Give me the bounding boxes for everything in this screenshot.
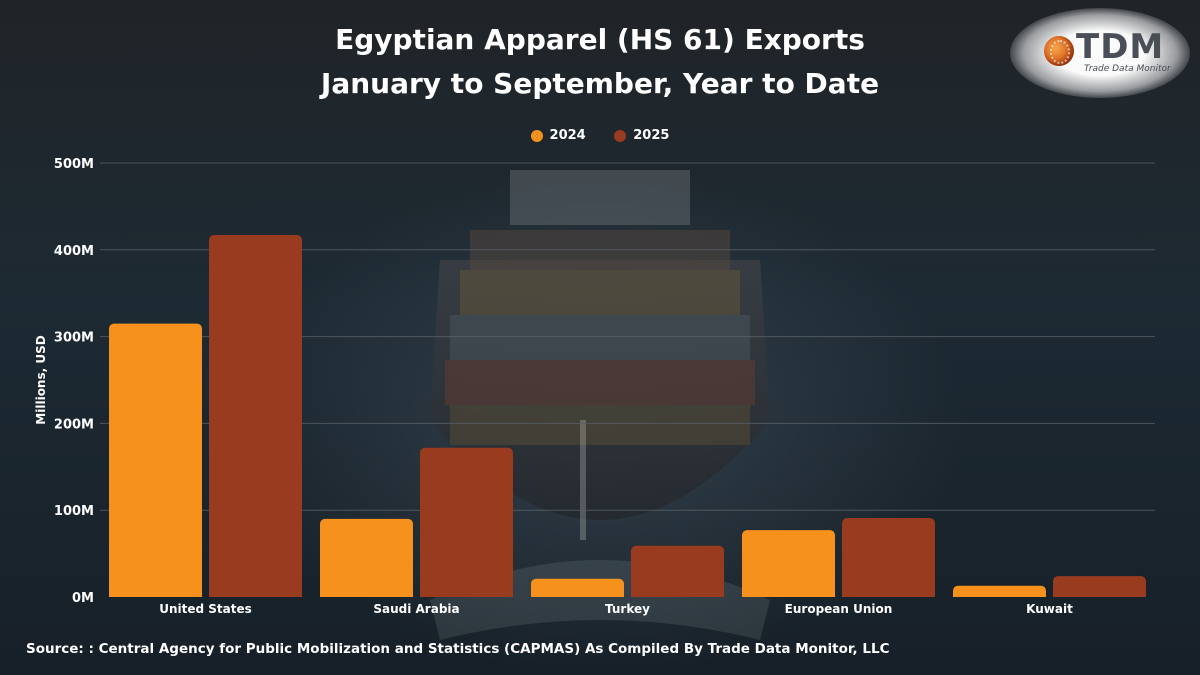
bar-base-2025-european-union bbox=[842, 592, 935, 597]
bar-base-2025-turkey bbox=[631, 592, 724, 597]
bar-base-2024-turkey bbox=[531, 592, 624, 597]
x-tick-label: European Union bbox=[785, 602, 893, 616]
bar-base-2025-kuwait bbox=[1053, 592, 1146, 597]
x-tick-label: United States bbox=[159, 602, 252, 616]
bar-2025-united-states bbox=[209, 235, 302, 597]
bar-2025-european-union bbox=[842, 518, 935, 597]
bar-2025-kuwait bbox=[1053, 576, 1146, 597]
legend-label-2025: 2025 bbox=[633, 128, 670, 143]
legend-label-2024: 2024 bbox=[549, 128, 586, 143]
y-tick-label: 100M bbox=[54, 504, 94, 519]
y-tick-label: 500M bbox=[54, 157, 94, 172]
tdm-logo: TDM Trade Data Monitor bbox=[1010, 8, 1190, 98]
bar-base-2025-united-states bbox=[209, 592, 302, 597]
x-tick-label: Turkey bbox=[605, 602, 650, 616]
bar-2025-turkey bbox=[631, 545, 724, 597]
bar-base-2024-united-states bbox=[109, 592, 202, 597]
chart-title: Egyptian Apparel (HS 61) Exports January… bbox=[0, 18, 1200, 106]
source-note: Source: : Central Agency for Public Mobi… bbox=[26, 641, 890, 657]
bar-base-2024-saudi-arabia bbox=[320, 592, 413, 597]
x-tick-label: Kuwait bbox=[1026, 602, 1073, 616]
globe-icon bbox=[1044, 36, 1074, 66]
y-axis-label: Millions, USD bbox=[34, 335, 48, 424]
y-tick-label: 400M bbox=[54, 244, 94, 259]
bar-2024-european-union bbox=[742, 530, 835, 597]
y-tick-label: 200M bbox=[54, 417, 94, 432]
x-tick-label: Saudi Arabia bbox=[373, 602, 459, 616]
bar-2024-united-states bbox=[109, 323, 202, 597]
legend-item-2025: 2025 bbox=[614, 128, 669, 143]
logo-text: TDM bbox=[1076, 27, 1165, 67]
chart-legend: 2024 2025 bbox=[0, 128, 1200, 146]
bar-base-2025-saudi-arabia bbox=[420, 592, 513, 597]
chart-title-line-1: Egyptian Apparel (HS 61) Exports bbox=[335, 23, 865, 56]
logo-subtitle: Trade Data Monitor bbox=[1084, 64, 1171, 74]
y-tick-label: 0M bbox=[72, 591, 94, 606]
bar-base-2024-european-union bbox=[742, 592, 835, 597]
y-tick-label: 300M bbox=[54, 331, 94, 346]
bar-base-2024-kuwait bbox=[953, 592, 1046, 597]
legend-dot-2025 bbox=[614, 129, 627, 142]
bar-2024-saudi-arabia bbox=[320, 518, 413, 597]
legend-dot-2024 bbox=[530, 129, 543, 142]
legend-item-2024: 2024 bbox=[530, 128, 586, 143]
chart-title-line-2: January to September, Year to Date bbox=[320, 67, 880, 100]
bar-2025-saudi-arabia bbox=[420, 447, 513, 597]
